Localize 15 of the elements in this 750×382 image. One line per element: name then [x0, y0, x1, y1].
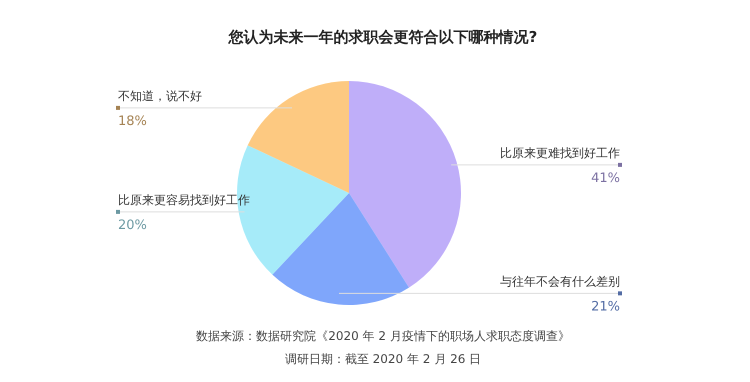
- pie-slice: [349, 81, 461, 288]
- data-label: 18%: [118, 114, 147, 129]
- pie-slice: [237, 145, 349, 275]
- slice-label: 不知道，说不好: [118, 88, 202, 103]
- data-label: 41%: [591, 170, 620, 186]
- slice-label: 比原来更容易找到好工作: [118, 192, 250, 207]
- pie-slice: [272, 193, 410, 305]
- data-label: 20%: [118, 218, 147, 233]
- source-note: 数据来源：数据研究院《2020 年 2 月疫情下的职场人求职态度调查》: [196, 329, 570, 343]
- slice-label: 比原来更难找到好工作: [500, 146, 620, 160]
- data-label: 21%: [591, 299, 620, 314]
- pie-slice: [248, 81, 349, 193]
- text: 调研日期：截至 2020 年 2 月 26 日: [284, 352, 482, 366]
- chart-title: 您认为未来一年的求职会更符合以下哪种情况?: [228, 28, 538, 46]
- slice-label: 与往年不会有什么差别: [500, 274, 620, 288]
